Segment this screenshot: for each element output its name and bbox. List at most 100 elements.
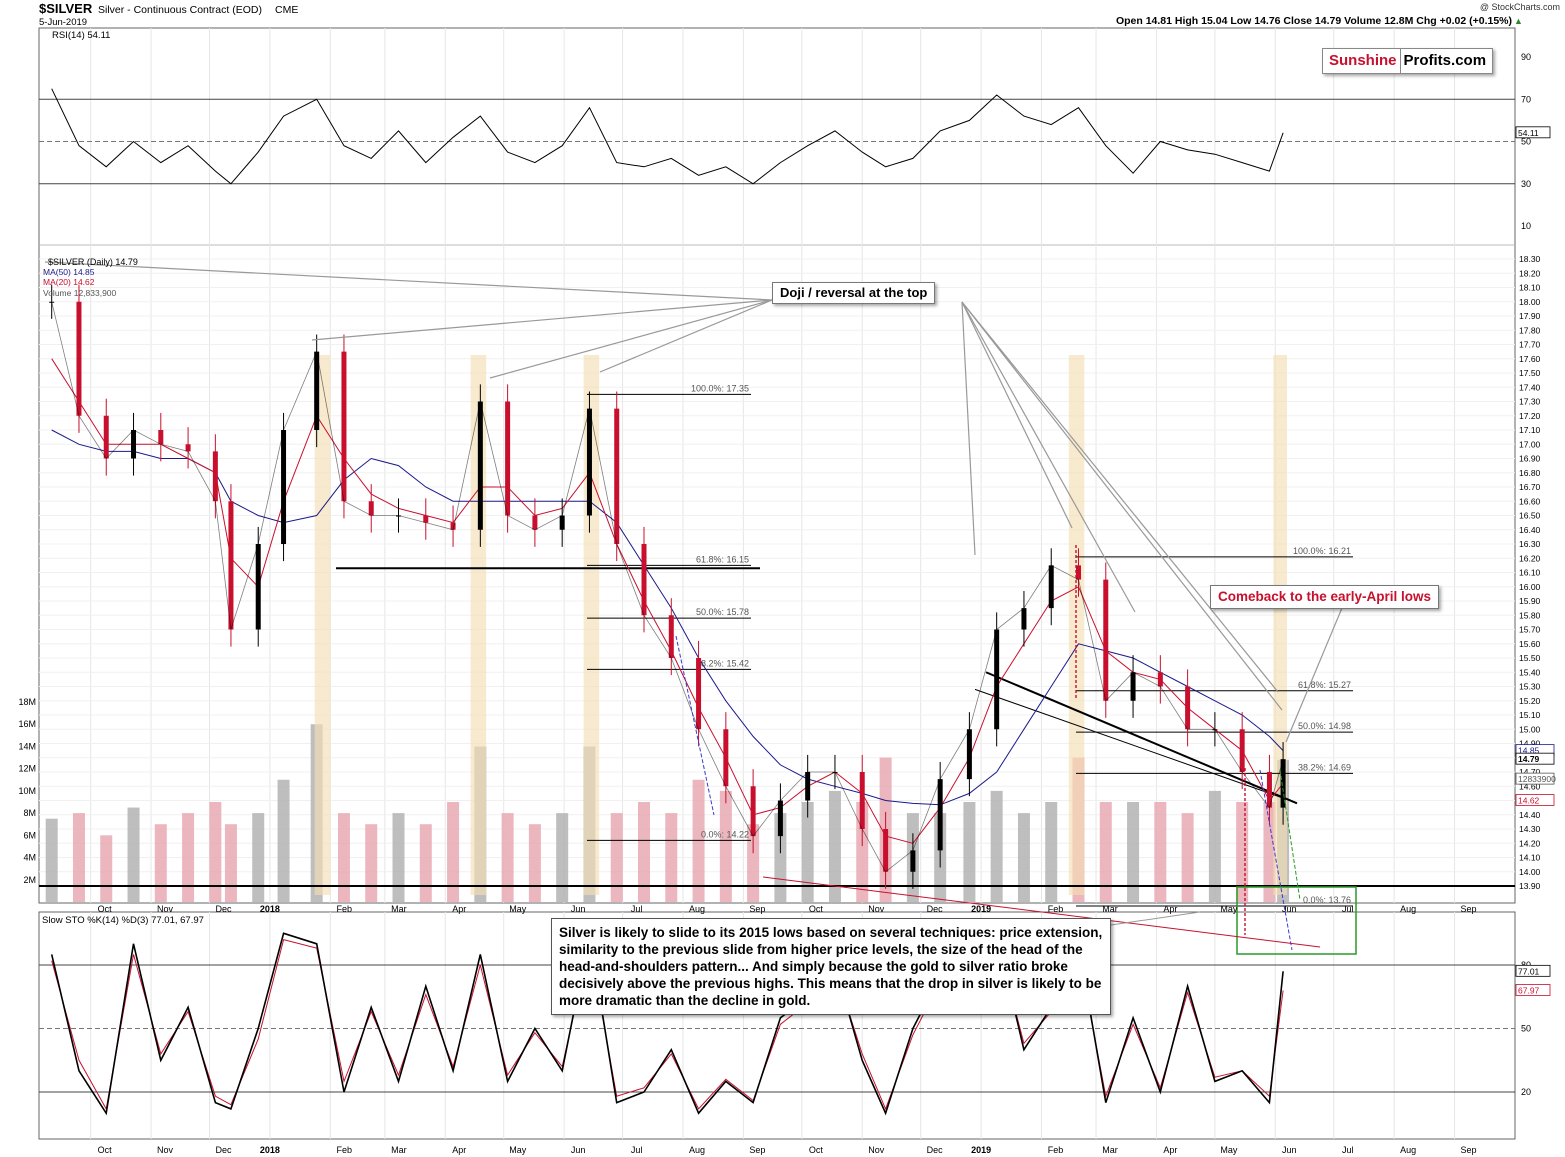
x-tick-label: Mar [391,1145,407,1155]
price-tick-label: 17.00 [1519,439,1541,449]
x-tick-label: Oct [98,904,113,914]
price-close-line [51,301,1284,873]
price-candle [559,515,565,530]
price-candle [185,444,191,452]
price-candle [450,522,456,530]
ma20-value-label: 14.62 [1518,796,1540,806]
x-tick-label: Mar [1102,904,1118,914]
price-candle [1048,565,1054,609]
volume-bar [209,802,222,902]
volume-bar [1099,802,1112,902]
x-tick-label: Sep [1461,1145,1477,1155]
doji-pointer-line [961,301,1073,529]
price-tick-label: 17.60 [1519,354,1541,364]
volume-bar [665,813,678,902]
price-candle [1130,672,1136,701]
volume-tick-label: 4M [23,853,36,863]
price-tick-label: 14.30 [1519,824,1541,834]
price-candle [1157,672,1163,687]
price-candle [158,430,164,445]
price-tick-label: 15.60 [1519,639,1541,649]
x-tick-label: Aug [1400,904,1416,914]
top-highlight-band [1273,355,1287,895]
rsi-tick-label: 30 [1521,179,1531,189]
top-highlight-band [314,355,331,895]
price-candle [212,451,218,502]
doji-pointer-line [44,261,773,301]
ohlc-readout: Open 14.81 High 15.04 Low 14.76 Close 14… [1116,15,1512,27]
price-tick-label: 17.10 [1519,425,1541,435]
logo-part-profits: Profits.com [1403,52,1487,69]
volume-bar [100,835,113,902]
x-tick-label: May [509,1145,527,1155]
stochastic-tick-label: 50 [1521,1024,1531,1034]
price-candle [910,850,916,872]
fib-label-2018: 0.0%: 14.22 [701,829,749,839]
price-candle [883,829,889,872]
x-tick-label: Jul [631,904,643,914]
price-tick-label: 14.20 [1519,838,1541,848]
price-tick-label: 15.00 [1519,724,1541,734]
price-candle [423,515,429,523]
volume-bar [747,824,760,902]
x-tick-label: Feb [337,1145,353,1155]
stochastic-d-label: 67.97 [1518,985,1540,995]
volume-tick-label: 2M [23,875,36,885]
x-tick-label: Sep [1461,904,1477,914]
price-candle [859,772,865,829]
price-tick-label: 17.40 [1519,382,1541,392]
projection-line [675,635,715,816]
volume-bar [45,818,58,902]
price-tick-label: 17.80 [1519,325,1541,335]
ma20-value-label-box [1515,794,1555,806]
price-candle [805,772,811,801]
fib-label-2018: 50.0%: 15.78 [696,607,749,617]
x-tick-label: Mar [1102,1145,1118,1155]
comeback-pointer-line [1285,607,1343,743]
price-tick-label: 16.40 [1519,525,1541,535]
x-tick-label: May [1220,904,1238,914]
price-tick-label: 15.80 [1519,610,1541,620]
price-tick-label: 17.70 [1519,340,1541,350]
price-candle [314,351,320,430]
volume-bar [154,824,167,902]
price-candle [396,515,402,517]
volume-value-label: 12833900 [1518,774,1556,784]
x-tick-label: Jun [571,1145,586,1155]
legend-ma50: MA(50) 14.85 [43,267,95,277]
doji-pointer-line [961,301,976,556]
chart-date: 5-Jun-2019 [39,17,87,28]
fib-label-2019: 50.0%: 14.98 [1298,721,1351,731]
chart-exchange: CME [275,4,298,16]
volume-bar [72,813,85,902]
volume-bar [337,813,350,902]
volume-bar [856,802,869,902]
price-candle [505,401,511,516]
stochastic-tick-label: 20 [1521,1087,1531,1097]
volume-layer [45,724,1290,902]
fib-layer: 100.0%: 17.35 61.8%: 16.15 50.0%: 15.78 38.… [39,383,1515,907]
price-tick-label: 16.80 [1519,468,1541,478]
x-tick-label: Oct [809,1145,824,1155]
price-tick-label: 16.10 [1519,568,1541,578]
volume-bar [1181,813,1194,902]
close-value-label: 14.79 [1518,754,1540,764]
up-arrow-icon: ▲ [1514,16,1523,26]
fib-label-2018: 38.2%: 15.42 [696,658,749,668]
price-candle [614,408,620,544]
legend-ma20: MA(20) 14.62 [43,277,95,287]
fib-label-2019: 0.0%: 13.76 [1303,895,1351,905]
x-tick-label: Jun [1282,904,1297,914]
x-tick-label: 2019 [971,1145,991,1155]
x-tick-label: 2018 [260,1145,280,1155]
legend-volume: Volume 12,833,900 [43,288,117,298]
price-tick-label: 16.50 [1519,511,1541,521]
axis-layer: Oct Oct Nov Nov Dec Dec 2018 2018 Feb Feb Mar Mar Ap… [18,52,1556,1155]
price-candle [255,544,261,630]
rsi-tick-label: 90 [1521,52,1531,62]
volume-bar [719,790,732,902]
volume-bar [1236,802,1249,902]
price-tick-label: 17.90 [1519,311,1541,321]
doji-annotation: Doji / reversal at the top [772,282,936,304]
